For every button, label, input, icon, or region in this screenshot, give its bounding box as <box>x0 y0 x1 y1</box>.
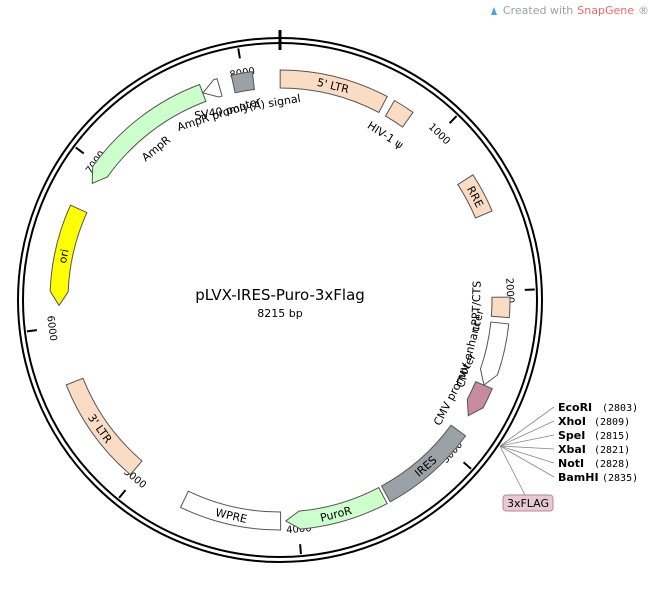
watermark-prefix: Created with <box>503 4 573 17</box>
feature-puror: PuroR <box>286 488 387 529</box>
feature-label-ampr: AmpR <box>139 133 173 164</box>
feature-label-sv40-poly-a-signal: SV40 poly(A) signal <box>193 92 301 123</box>
feature-arc-cppt-cts <box>491 297 510 318</box>
site-pos-bamhi: (2835) <box>602 473 638 484</box>
tag-label: 3xFLAG <box>507 497 549 510</box>
restriction-sites: EcoRI (2803) XhoI (2809) SpeI (2815) XbaI (2821… <box>500 401 638 511</box>
feature-rre: RRE <box>458 175 492 218</box>
feature-label-ori: ori <box>56 248 72 265</box>
plasmid-name: pLVX-IRES-Puro-3xFlag <box>195 286 365 304</box>
site-leader-xhoi <box>500 421 554 446</box>
tick-label-6000: 6000 <box>44 315 58 342</box>
feature-ori: ori <box>50 205 87 305</box>
feature-5-ltr: 5' LTR <box>280 70 387 112</box>
site-name-spei: SpeI <box>558 429 585 442</box>
site-pos-ecori: (2803) <box>602 403 638 414</box>
feature-arc-ampr <box>92 85 206 184</box>
site-pos-xbai: (2821) <box>594 445 630 456</box>
tick-8000 <box>238 48 240 58</box>
tick-6000 <box>27 330 37 331</box>
site-pos-xhoi: (2809) <box>594 417 630 428</box>
tick-7000 <box>76 147 84 153</box>
feature-arc-cmv-enhancer <box>480 322 508 385</box>
snapgene-watermark: Created with SnapGene ® <box>489 4 649 17</box>
plasmid-size: 8215 bp <box>257 307 302 320</box>
tick-3000 <box>464 462 471 469</box>
site-pos-spei: (2815) <box>594 431 630 442</box>
feature-arc-sv40-poly-a-signal <box>231 72 254 93</box>
site-name-noti: NotI <box>558 457 584 470</box>
tick-1000 <box>450 116 457 123</box>
watermark-brand: SnapGene <box>577 4 634 17</box>
feature-ampr: AmpR <box>92 85 206 184</box>
site-name-xbai: XbaI <box>558 443 586 456</box>
watermark-suffix: ® <box>638 4 649 17</box>
snapgene-logo-icon <box>489 6 499 16</box>
site-name-ecori: EcoRI <box>558 401 592 414</box>
feature-3-ltr: 3' LTR <box>66 378 142 474</box>
tick-label-1000: 1000 <box>426 122 452 148</box>
site-pos-noti: (2828) <box>594 459 630 470</box>
feature-arc-hiv-1 <box>385 100 412 127</box>
site-name-xhoi: XhoI <box>558 415 586 428</box>
feature-wpre: WPRE <box>181 491 281 530</box>
site-name-bamhi: BamHI <box>558 471 599 484</box>
feature-arc-cmv-promoter <box>467 382 492 416</box>
feature-arc-ampr-promoter <box>203 79 222 97</box>
tick-5000 <box>119 490 125 498</box>
tick-4000 <box>300 544 301 554</box>
